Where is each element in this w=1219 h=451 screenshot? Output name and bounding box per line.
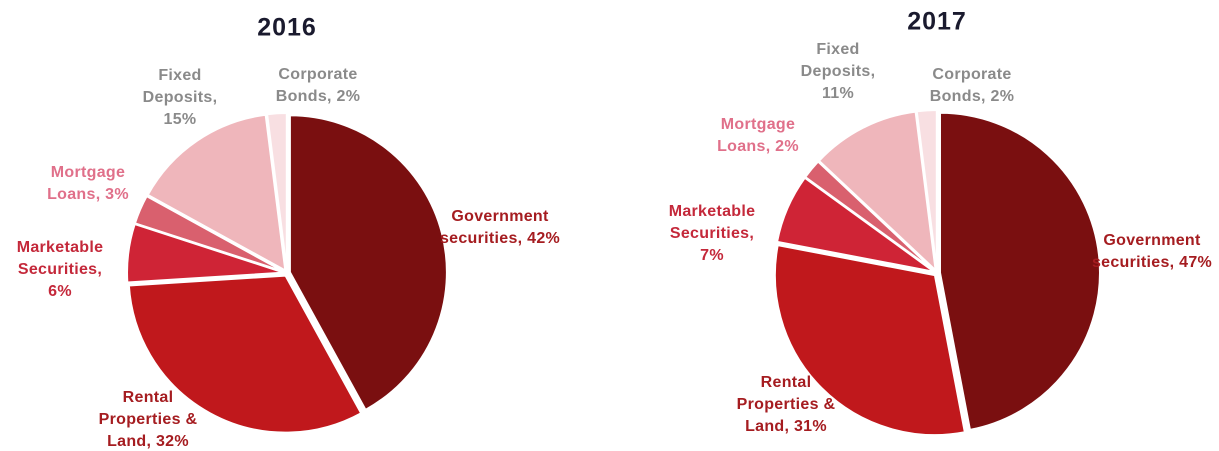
pie-slice (288, 114, 448, 412)
slice-label: Mortgage Loans, 3% (47, 164, 129, 203)
pie-slice (146, 113, 287, 273)
slice-label: Marketable Securities, 7% (668, 203, 756, 264)
pie-slice (915, 109, 938, 271)
slice-label: Government securities, 47% (1091, 232, 1213, 271)
slice-label: Fixed Deposits, 11% (800, 41, 876, 102)
pie-slice (938, 111, 1101, 432)
pie-slice (803, 160, 936, 272)
pie-slice (817, 110, 937, 273)
slice-label: Fixed Deposits, 15% (142, 67, 218, 128)
pie-slice (773, 243, 967, 437)
pie-slice (133, 194, 285, 273)
slice-label: Marketable Securities, 6% (16, 239, 104, 300)
slice-label: Corporate Bonds, 2% (929, 66, 1015, 105)
pie-slice (127, 274, 363, 434)
pie-slice (266, 112, 288, 271)
slice-label: Rental Properties & Land, 32% (98, 389, 198, 450)
slice-label: Government securities, 42% (439, 208, 561, 247)
slice-label: Rental Properties & Land, 31% (736, 374, 836, 435)
chart-title: 2016 (257, 13, 317, 42)
slice-label: Corporate Bonds, 2% (275, 66, 361, 105)
slice-label: Mortgage Loans, 2% (717, 116, 799, 155)
chart-title: 2017 (907, 7, 967, 36)
